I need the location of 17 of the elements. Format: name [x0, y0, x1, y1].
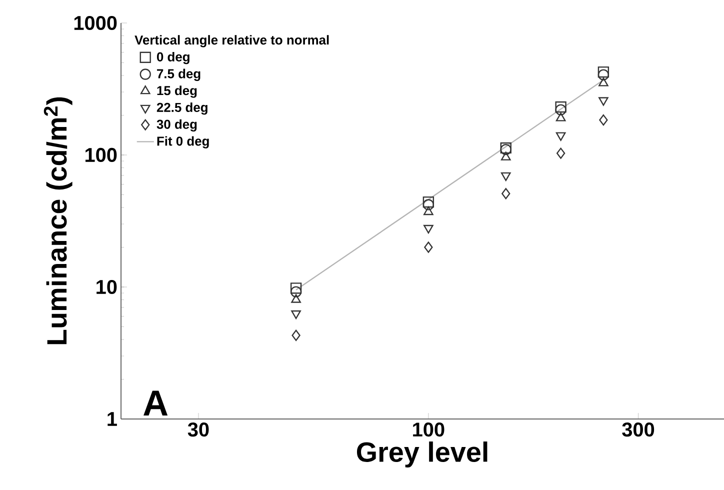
legend-label: Fit 0 deg [157, 136, 209, 148]
legend-label: 30 deg [156, 119, 197, 132]
legend-label: 0 deg [156, 52, 190, 64]
legend-title: Vertical angle relative to normal [134, 35, 329, 48]
x-tick-label: 30 [188, 422, 209, 437]
y-tick-label: 10 [96, 280, 117, 294]
x-tick-label: 300 [622, 422, 654, 437]
annotation: A [144, 390, 168, 416]
legend-label: 7.5 deg [157, 68, 200, 81]
y-tick-label: 100 [86, 148, 117, 162]
x-axis-title: Grey level [356, 442, 488, 468]
legend-label: 15 deg [157, 86, 197, 98]
x-tick-label: 100 [413, 422, 444, 437]
y-axis-title: Luminance (cd/m$^{2}$) [44, 97, 72, 344]
legend-label: 22.5 deg [156, 102, 208, 115]
y-tick-label: 1 [108, 412, 117, 426]
y-tick-label: 1000 [74, 16, 117, 30]
